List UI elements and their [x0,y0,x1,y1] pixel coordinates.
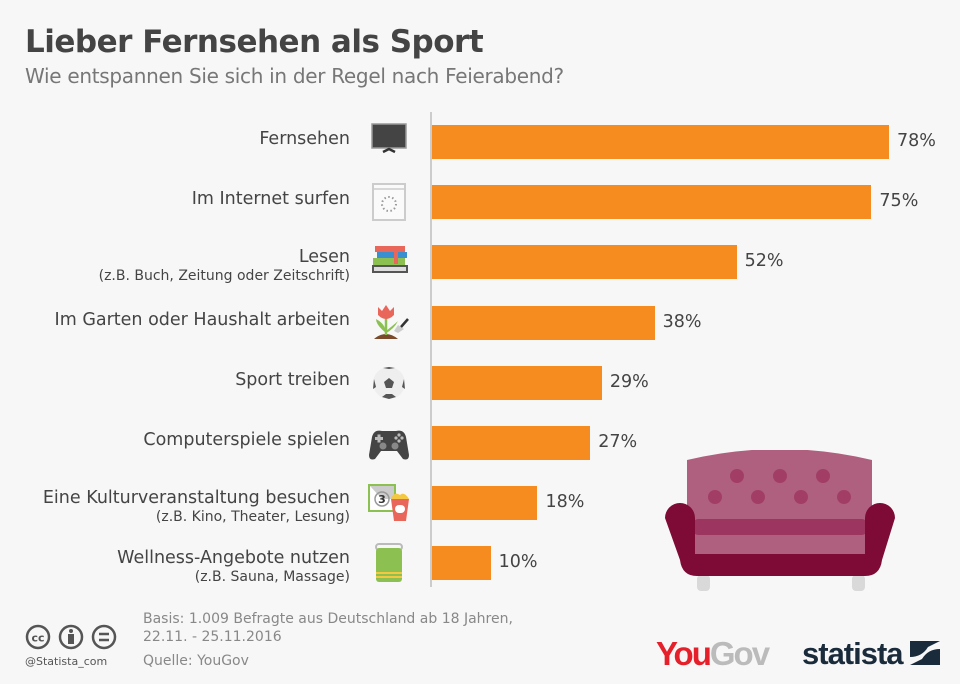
yougov-logo-you: You [656,635,712,672]
category-label-main: Fernsehen [259,129,350,149]
bar-row: Fernsehen 78% [0,112,960,172]
page-subtitle: Wie entspannen Sie sich in der Regel nac… [25,64,564,88]
category-label: Eine Kulturveranstaltung besuchen (z.B. K… [43,488,350,525]
towel-icon [375,543,403,583]
bar-row: Computerspiele spielen 27% [0,413,960,473]
license-icons[interactable]: cc [25,623,117,651]
axis-line [430,112,432,587]
bar-row: Sport treiben 29% [0,353,960,413]
category-label-main: Eine Kulturveranstaltung besuchen [42,488,350,509]
category-label-sub: (z.B. Sauna, Massage) [194,569,350,586]
bar [432,125,889,159]
statista-logo-text: statista [802,636,904,671]
sofa-illustration [665,450,895,591]
bar [432,546,491,581]
yougov-logo: YouGov [656,635,770,673]
bar-row: Lesen (z.B. Buch, Zeitung oder Zeitschrif… [0,232,960,292]
value-label: 38% [662,311,702,332]
footer-basis-line2: 22.11. - 25.11.2016 [143,629,282,645]
category-label-sub: (z.B. Kino, Theater, Lesung) [155,509,350,526]
soccer-ball-icon [373,366,405,399]
no-derivatives-icon [91,624,117,650]
tv-icon [371,123,407,154]
bar [432,426,591,460]
value-label: 75% [879,191,919,212]
tulip-trowel-icon [374,304,409,339]
attribution-icon [58,624,84,650]
browser-loading-icon [372,183,406,222]
statista-logo-mark-icon [910,641,941,665]
bar-row: Im Internet surfen 75% [0,172,960,232]
category-label-main: Im Internet surfen [191,189,350,210]
bar [432,486,538,521]
category-label-main: Im Garten oder Haushalt arbeiten [54,309,350,330]
value-label: 10% [498,552,538,573]
value-label: 18% [545,492,585,513]
statista-logo: statista [802,636,941,672]
bar [432,185,872,220]
film-popcorn-icon: 3 [368,484,409,522]
page-title: Lieber Fernsehen als Sport [25,24,484,60]
category-label: Sport treiben [235,370,350,390]
value-label: 78% [897,131,936,151]
bar [432,245,737,280]
category-label: Fernsehen [259,129,350,149]
gamepad-icon [369,430,409,460]
svg-text:cc: cc [31,632,44,645]
category-label-main: Wellness-Angebote nutzen [117,548,350,569]
category-label: Im Garten oder Haushalt arbeiten [55,310,350,330]
category-label: Wellness-Angebote nutzen (z.B. Sauna, Mas… [117,548,350,585]
cc-icon: cc [25,624,51,650]
value-label: 29% [609,371,649,392]
bar-row: Eine Kulturveranstaltung besuchen (z.B. K… [0,473,960,533]
category-label: Lesen (z.B. Buch, Zeitung oder Zeitschrif… [99,247,350,284]
bar [432,365,602,400]
value-label: 52% [744,251,784,272]
footer-basis-line1: Basis: 1.009 Befragte aus Deutschland ab… [143,611,513,627]
books-icon [372,246,408,274]
category-label-main: Computerspiele spielen [143,430,350,450]
bar-row: Im Garten oder Haushalt arbeiten 38% [0,293,960,353]
category-label-main: Lesen [298,247,350,268]
bar [432,305,655,340]
category-label: Computerspiele spielen [143,430,350,450]
statista-handle[interactable]: @Statista_com [25,655,108,668]
footer-source: Quelle: YouGov [143,653,249,669]
category-label-sub: (z.B. Buch, Zeitung oder Zeitschrift) [98,268,350,285]
value-label: 27% [598,432,638,452]
bar-row: Wellness-Angebote nutzen (z.B. Sauna, Mas… [0,533,960,593]
svg-text:3: 3 [378,493,386,506]
yougov-logo-gov: Gov [709,635,770,672]
category-label: Im Internet surfen [192,189,350,209]
category-label-main: Sport treiben [235,369,350,390]
